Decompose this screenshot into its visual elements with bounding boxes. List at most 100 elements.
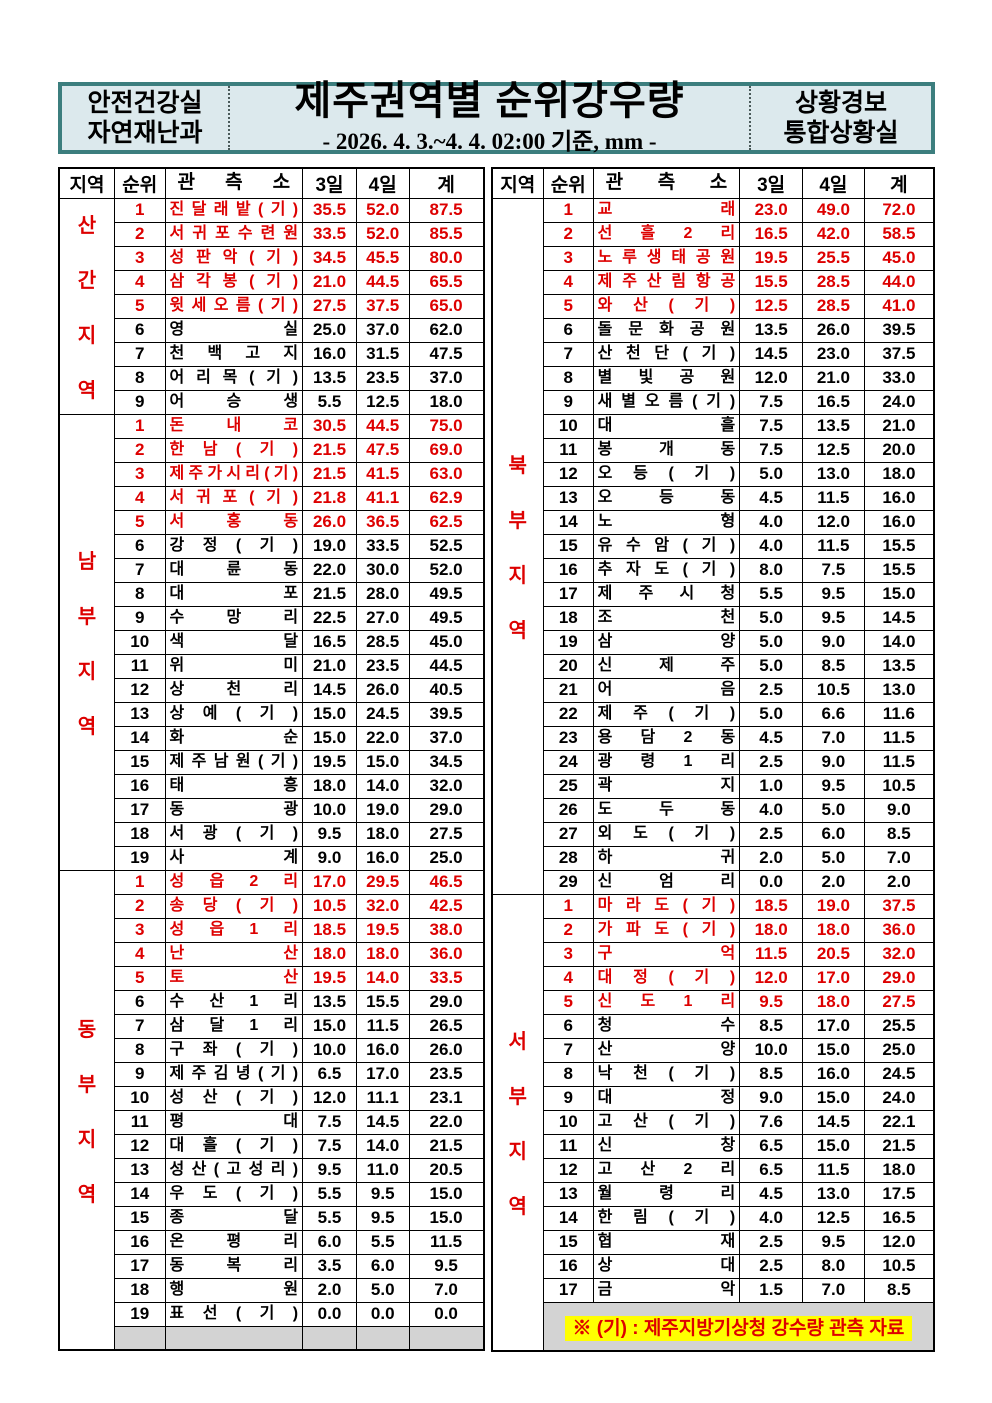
- rank-cell: 18: [113, 821, 166, 847]
- char: 공: [720, 273, 736, 290]
- station-row: 8 낙 천 (기) 8.5 16.0 24.5: [492, 1061, 935, 1087]
- char: 령: [640, 753, 656, 770]
- station-name: 윗 세 오 름 (기): [170, 295, 299, 317]
- char: 서: [169, 513, 185, 530]
- station-name-cell: 대 흘 (기): [164, 1133, 304, 1159]
- banner-title-block: 제주권역별 순위강우량 - 2026. 4. 3.~4. 4. 02:00 기준…: [228, 81, 751, 154]
- char: 광: [283, 801, 299, 818]
- total-value-cell: 29.0: [408, 797, 485, 823]
- char: 동: [720, 441, 736, 458]
- char: 기: [270, 753, 286, 770]
- char: 광: [202, 825, 218, 842]
- char: 천: [720, 609, 736, 626]
- total-value-cell: 11.5: [863, 749, 935, 775]
- station-row: 14 우 도 (기) 5.5 9.5 15.0: [59, 1181, 485, 1207]
- total-value-cell: 15.5: [863, 533, 935, 559]
- char: 어: [169, 393, 185, 410]
- station-row: 5 윗 세 오 름 (기) 27.5 37.5 65.0: [59, 293, 485, 319]
- station-name: 산 천 단 (기): [598, 343, 736, 365]
- office-line1: 상황경보: [794, 88, 887, 117]
- day4-value-cell: 17.0: [355, 1061, 410, 1087]
- col-total-header: 계: [408, 167, 485, 199]
- day3-value-cell: 19.0: [302, 533, 357, 559]
- day3-value-cell: 15.0: [302, 725, 357, 751]
- char: 가: [207, 465, 223, 482]
- col-total-header: 계: [863, 167, 935, 199]
- total-value-cell: 16.0: [863, 509, 935, 535]
- station-row: 8 별 빛 공 원 12.0 21.0 33.0: [492, 365, 935, 391]
- header-row: 지역 순위 관 측 소 3일 4일 계: [491, 167, 935, 199]
- station-row: 4 서 귀 포 (기) 21.8 41.1 62.9: [59, 485, 485, 511]
- day3-value-cell: 8.5: [739, 1013, 803, 1039]
- char: 2: [683, 729, 693, 746]
- rank-cell: 21: [542, 677, 594, 703]
- char: 흥: [283, 777, 299, 794]
- station-row: 5 신 도 1 리 9.5 18.0 27.5: [492, 989, 935, 1015]
- char: (: [682, 921, 688, 938]
- day4-value-cell: 45.5: [355, 245, 410, 271]
- char: 항: [695, 273, 711, 290]
- char: 상: [169, 681, 185, 698]
- char: 평: [226, 1233, 242, 1250]
- rank-cell: 9: [113, 1061, 166, 1087]
- day3-value-cell: 35.5: [302, 197, 357, 223]
- rank-cell: 18: [113, 1277, 166, 1303]
- day4-value-cell: 9.5: [355, 1181, 410, 1207]
- station-name-cell: 마 라 도 (기): [592, 893, 741, 919]
- day4-value-cell: 15.5: [355, 989, 410, 1015]
- total-value-cell: 24.5: [863, 1061, 935, 1087]
- station-row: 3 노 루 생 태 공 원 19.5 25.5 45.0: [492, 245, 935, 271]
- char: 리: [245, 465, 261, 482]
- char: 리: [283, 1017, 299, 1034]
- char: ): [729, 825, 736, 842]
- day3-value-cell: 3.5: [302, 1253, 357, 1279]
- day4-value-cell: 24.5: [355, 701, 410, 727]
- station-name: 서 귀 포 (기): [170, 487, 299, 509]
- rank-cell: 12: [542, 461, 594, 487]
- char: 루: [622, 249, 637, 266]
- char: 원: [720, 369, 736, 386]
- day4-value-cell: 28.5: [801, 269, 865, 295]
- char: ): [729, 297, 736, 314]
- char: 1: [249, 993, 259, 1010]
- char: ): [292, 465, 299, 482]
- char: 정: [202, 537, 218, 554]
- char: 제: [597, 705, 613, 722]
- rank-cell: 8: [113, 365, 166, 391]
- rank-cell: 6: [542, 1013, 594, 1039]
- rank-cell: 15: [542, 533, 594, 559]
- char: 성: [248, 1161, 264, 1178]
- station-row: 20 신 제 주 5.0 8.5 13.5: [492, 653, 935, 679]
- day4-value-cell: 15.0: [801, 1037, 865, 1063]
- char: 도: [654, 921, 670, 938]
- station-row: 5 서 홍 동 26.0 36.5 62.5: [59, 509, 485, 535]
- station-name: 제 주 남 원 (기): [170, 751, 299, 773]
- rank-cell: 2: [113, 437, 166, 463]
- rank-cell: 27: [542, 821, 594, 847]
- char: 금: [597, 1281, 613, 1298]
- day3-value-cell: 18.0: [302, 941, 357, 967]
- col-day4-header: 4일: [355, 167, 410, 199]
- char: 기: [701, 561, 717, 578]
- day4-value-cell: 23.0: [801, 341, 865, 367]
- total-value-cell: 18.0: [408, 389, 485, 415]
- station-row: 29 신 엄 리 0.0 2.0 2.0: [492, 869, 935, 895]
- day4-value-cell: 16.0: [801, 1061, 865, 1087]
- day4-value-cell: 10.5: [801, 677, 865, 703]
- char: (: [257, 753, 264, 770]
- day4-value-cell: 6.0: [355, 1253, 410, 1279]
- char: 별: [621, 393, 636, 410]
- char: 고: [597, 1113, 613, 1130]
- region-char: 부: [508, 510, 527, 532]
- station-row: 8 대 포 21.5 28.0 49.5: [59, 581, 485, 607]
